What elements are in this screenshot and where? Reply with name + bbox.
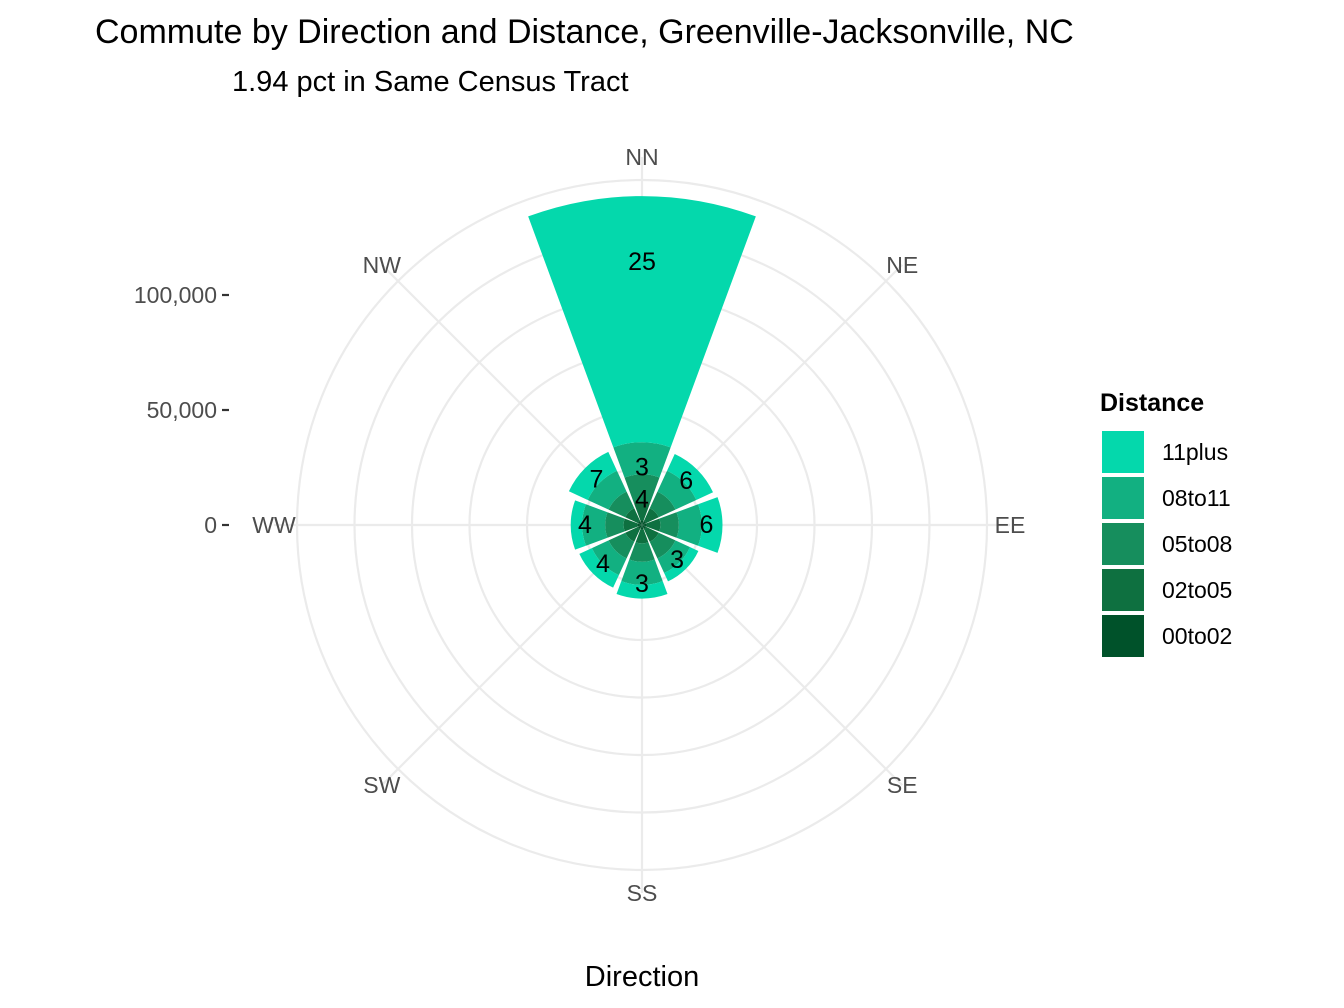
bar-segment-SS-11plus <box>616 581 668 599</box>
legend-swatch-00to02 <box>1102 615 1144 657</box>
bar-label-NN: 25 <box>628 248 656 276</box>
bar-segment-NN-05to08 <box>624 474 660 504</box>
direction-label-SE: SE <box>887 772 918 798</box>
legend-label-05to08: 05to08 <box>1162 531 1232 557</box>
bar-segment-WW-08to11 <box>582 504 608 546</box>
bar-segment-SE-02to05 <box>643 526 659 542</box>
direction-label-NE: NE <box>886 252 918 278</box>
bar-label-NE: 6 <box>679 467 693 495</box>
bar-segment-SS-05to08 <box>629 542 655 562</box>
x-axis-title: Direction <box>585 961 699 993</box>
direction-label-SS: SS <box>627 880 658 906</box>
bar-label-NW: 7 <box>590 465 604 493</box>
bar-segment-SW-02to05 <box>625 526 641 542</box>
bars <box>528 196 756 599</box>
bar-label-WW: 4 <box>578 511 592 539</box>
legend-swatch-05to08 <box>1102 523 1144 565</box>
direction-label-NW: NW <box>363 252 402 278</box>
bar-inner-label-NN: 3 <box>635 454 649 482</box>
bar-segment-WW-11plus <box>570 500 586 550</box>
bar-label-SE: 3 <box>670 546 684 574</box>
bar-segment-NW-05to08 <box>608 491 635 518</box>
bar-segment-NN-11plus <box>528 196 756 448</box>
bar-segment-EE-08to11 <box>676 504 702 546</box>
bar-segment-WW-02to05 <box>623 518 638 532</box>
y-tick-label: 0 <box>204 512 217 538</box>
bar-segment-NW-08to11 <box>587 470 627 510</box>
legend-label-08to11: 08to11 <box>1162 485 1231 511</box>
bar-segment-NE-00to02 <box>642 520 647 525</box>
bar-segment-NW-11plus <box>568 451 617 500</box>
chart-title: Commute by Direction and Distance, Green… <box>95 13 1074 51</box>
direction-label-EE: EE <box>995 512 1026 538</box>
bar-segment-NE-11plus <box>667 453 714 500</box>
bar-label-EE: 6 <box>699 511 713 539</box>
bar-segment-NE-02to05 <box>643 508 659 524</box>
bar-segment-SE-11plus <box>664 547 699 582</box>
bar-inner-label-NN: 4 <box>635 486 649 514</box>
bar-segment-SS-08to11 <box>621 559 663 585</box>
bar-segment-WW-00to02 <box>637 523 642 527</box>
bar-segment-NW-02to05 <box>625 508 641 524</box>
legend-swatch-11plus <box>1102 431 1144 473</box>
direction-tick-labels: NN NE EE SE SS SW WW NW <box>252 144 1025 906</box>
bar-segment-SW-00to02 <box>637 525 642 530</box>
legend-swatch-08to11 <box>1102 477 1144 519</box>
legend-label-00to02: 00to02 <box>1162 623 1232 649</box>
bar-segment-WW-05to08 <box>605 512 625 538</box>
chart-subtitle: 1.94 pct in Same Census Tract <box>232 66 629 98</box>
direction-label-WW: WW <box>252 512 296 538</box>
legend-swatch-02to05 <box>1102 569 1144 611</box>
bar-segment-SW-08to11 <box>591 540 627 576</box>
bar-label-SS: 3 <box>635 570 649 598</box>
bar-segment-NN-08to11 <box>613 442 671 478</box>
bar-segment-SE-05to08 <box>649 532 676 559</box>
bar-segment-SE-00to02 <box>642 525 647 530</box>
bar-segment-NN-00to02 <box>640 520 644 525</box>
legend-title: Distance <box>1100 389 1204 417</box>
y-tick-label: 50,000 <box>147 397 217 423</box>
bar-segment-SS-00to02 <box>640 525 644 530</box>
bar-segment-EE-02to05 <box>646 518 661 532</box>
bar-segment-SW-11plus <box>579 548 619 588</box>
bar-segment-SS-02to05 <box>635 529 649 544</box>
direction-label-NN: NN <box>625 144 658 170</box>
bar-segment-SE-08to11 <box>657 540 691 574</box>
bar-segment-EE-05to08 <box>659 512 679 538</box>
bar-segment-EE-11plus <box>698 497 723 553</box>
bar-segment-EE-00to02 <box>642 523 647 527</box>
bar-segment-NE-05to08 <box>649 491 676 518</box>
y-tick-label: 100,000 <box>134 282 217 308</box>
direction-label-SW: SW <box>363 772 400 798</box>
legend-label-11plus: 11plus <box>1162 439 1228 465</box>
bar-segment-NE-08to11 <box>657 470 697 510</box>
bar-segment-SW-05to08 <box>608 532 635 559</box>
bar-segment-NW-00to02 <box>637 520 642 525</box>
bar-label-SW: 4 <box>596 550 610 578</box>
y-axis: 0 50,000 100,000 <box>134 282 229 538</box>
legend: Distance 11plus 08to11 05to08 02to05 00to02 <box>1100 389 1232 657</box>
bar-segment-NN-02to05 <box>634 502 650 521</box>
legend-label-02to05: 02to05 <box>1162 577 1232 603</box>
